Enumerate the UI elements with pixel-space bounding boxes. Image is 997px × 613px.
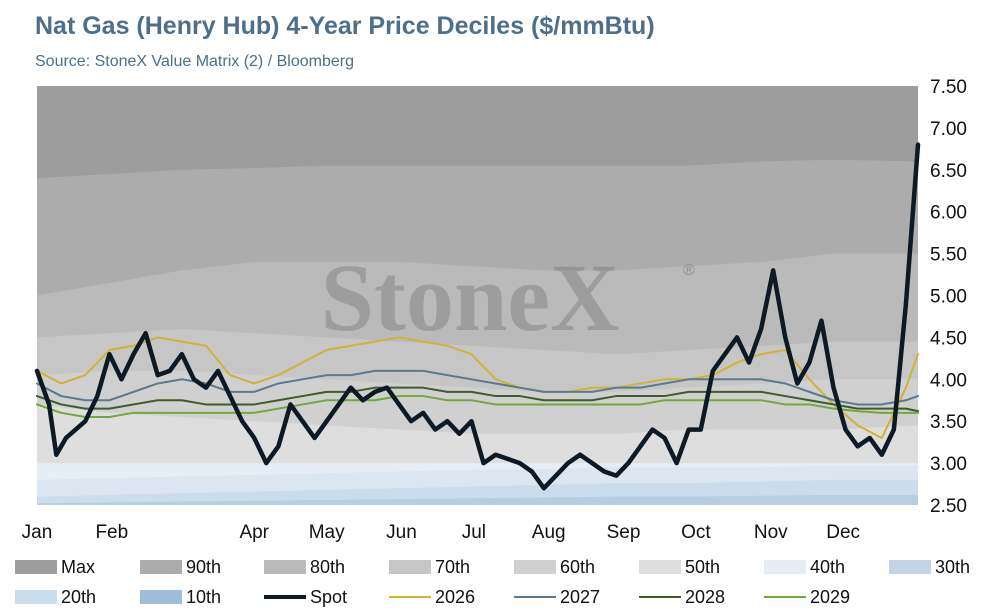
y-axis: 2.50 3.00 3.50 4.00 4.50 5.00 5.50 6.00 6.50 7.00… (930, 77, 967, 517)
legend-item-80th: 80th (264, 554, 345, 580)
legend-swatch (764, 560, 806, 574)
x-tick-label-oct: Oct (681, 522, 711, 543)
legend-item-2028: 2028 (639, 584, 725, 610)
legend-swatch (514, 560, 556, 574)
x-tick-label-apr: Apr (239, 522, 269, 543)
legend-label: 40th (810, 556, 846, 577)
x-tick-label-may: May (309, 522, 345, 543)
legend-label: 70th (435, 556, 471, 577)
legend-item-spot: Spot (264, 584, 347, 610)
legend-swatch (514, 596, 556, 598)
legend-swatch (639, 596, 681, 598)
legend-label: 30th (935, 556, 971, 577)
legend-swatch (140, 560, 182, 574)
chart-title: Nat Gas (Henry Hub) 4-Year Price Deciles… (35, 12, 655, 40)
watermark-registered-mark: ® (683, 262, 695, 279)
x-tick-label-jun: Jun (386, 522, 417, 543)
legend-label: 2026 (435, 586, 476, 607)
legend-label: 60th (560, 556, 596, 577)
series-line-spot (34, 142, 921, 491)
legend-item-50th: 50th (639, 554, 720, 580)
legend-item-10th: 10th (140, 584, 221, 610)
y-tick-label: 6.50 (930, 161, 967, 182)
x-tick-label-dec: Dec (826, 522, 860, 543)
legend-label: Spot (310, 586, 348, 607)
legend-swatch (15, 560, 57, 574)
legend-item-70th: 70th (389, 554, 470, 580)
legend-swatch (264, 595, 306, 599)
legend-item-40th: 40th (764, 554, 845, 580)
watermark-text: StoneX (321, 244, 620, 351)
legend-swatch (15, 590, 57, 604)
legend-label: 2029 (810, 586, 851, 607)
legend-swatch (140, 590, 182, 604)
price-lines (34, 142, 921, 491)
y-tick-label: 2.50 (930, 496, 967, 517)
legend-swatch (264, 560, 306, 574)
legend-item-60th: 60th (514, 554, 595, 580)
price-decile-chart: StoneX ® Jan Feb Apr May Jun Jul Aug Sep Oct Nov D… (22, 77, 967, 543)
y-tick-label: 3.00 (930, 454, 967, 475)
y-tick-label: 3.50 (930, 412, 967, 433)
x-axis: Jan Feb Apr May Jun Jul Aug Sep Oct Nov Dec (22, 522, 860, 543)
y-tick-label: 5.00 (930, 287, 967, 308)
legend-item-20th: 20th (15, 584, 96, 610)
legend-label: 50th (685, 556, 721, 577)
legend-item-2026: 2026 (389, 584, 475, 610)
legend-swatch (389, 596, 431, 598)
legend-item-2027: 2027 (514, 584, 600, 610)
y-tick-label: 4.50 (930, 328, 967, 349)
legend-swatch (389, 560, 431, 574)
legend-swatch (639, 560, 681, 574)
legend-label: 80th (310, 556, 346, 577)
legend-swatch (764, 596, 806, 598)
watermark: StoneX ® (321, 244, 695, 351)
legend-label: 10th (186, 586, 222, 607)
series-line-2029 (36, 395, 919, 419)
legend-swatch (889, 560, 931, 574)
x-tick-label-sep: Sep (607, 522, 641, 543)
chart-subtitle: Source: StoneX Value Matrix (2) / Bloomb… (35, 53, 354, 70)
y-tick-label: 7.50 (930, 77, 967, 98)
x-tick-label-feb: Feb (95, 522, 128, 543)
x-tick-label-jan: Jan (22, 522, 53, 543)
legend-item-90th: 90th (140, 554, 221, 580)
x-tick-label-nov: Nov (754, 522, 788, 543)
legend-item-2029: 2029 (764, 584, 850, 610)
legend-label: 20th (61, 586, 97, 607)
y-tick-label: 5.50 (930, 245, 967, 266)
y-tick-label: 4.00 (930, 370, 967, 391)
legend-label: Max (61, 556, 96, 577)
legend-item-max: Max (15, 554, 95, 580)
y-tick-label: 7.00 (930, 119, 967, 140)
legend-item-30th: 30th (889, 554, 970, 580)
x-tick-label-aug: Aug (532, 522, 566, 543)
x-tick-label-jul: Jul (462, 522, 486, 543)
legend-label: 90th (186, 556, 222, 577)
y-tick-label: 6.00 (930, 203, 967, 224)
legend-label: 2027 (560, 586, 601, 607)
series-line-2027 (36, 369, 919, 406)
series-line-2026 (36, 336, 919, 439)
band-10th (37, 494, 918, 505)
series-line-2028 (36, 386, 919, 413)
legend-label: 2028 (685, 586, 726, 607)
